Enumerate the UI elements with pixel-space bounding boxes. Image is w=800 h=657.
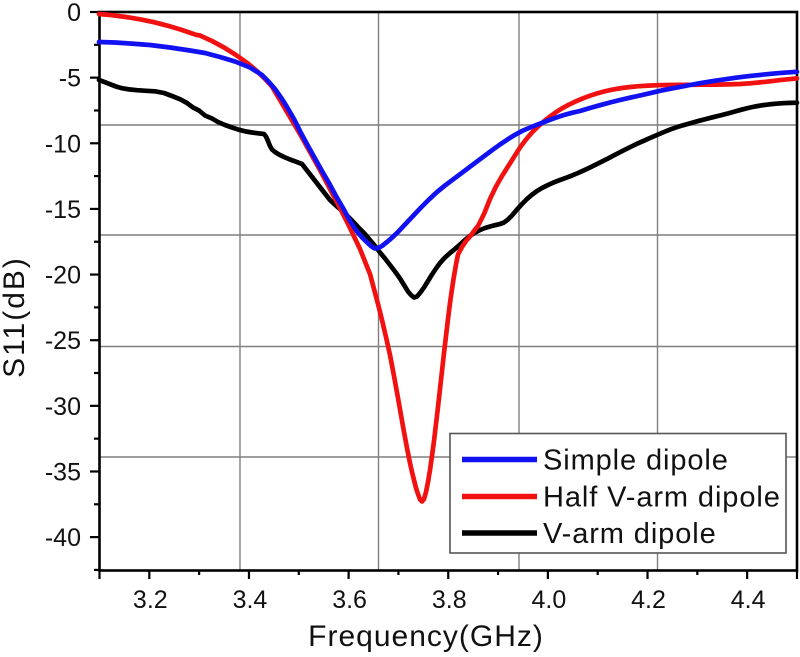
svg-text:S11(dB): S11(dB) [0,256,31,378]
svg-text:Simple dipole: Simple dipole [543,445,729,477]
svg-text:3.4: 3.4 [233,586,268,614]
svg-text:4.2: 4.2 [631,586,666,614]
svg-text:V-arm dipole: V-arm dipole [543,518,717,550]
svg-text:-15: -15 [45,196,81,224]
svg-text:-5: -5 [59,65,81,93]
svg-text:0: 0 [67,0,81,27]
svg-text:Frequency(GHz): Frequency(GHz) [308,620,544,652]
svg-text:-35: -35 [45,458,81,486]
svg-text:-25: -25 [45,327,81,355]
svg-text:-40: -40 [45,524,81,552]
svg-text:Half V-arm dipole: Half V-arm dipole [543,482,781,514]
svg-text:3.2: 3.2 [133,586,168,614]
svg-text:-30: -30 [45,393,81,421]
svg-text:-10: -10 [45,130,81,158]
svg-text:4.0: 4.0 [531,586,566,614]
svg-text:3.6: 3.6 [332,586,367,614]
svg-text:3.8: 3.8 [432,586,467,614]
svg-text:-20: -20 [45,262,81,290]
svg-text:4.4: 4.4 [731,586,766,614]
